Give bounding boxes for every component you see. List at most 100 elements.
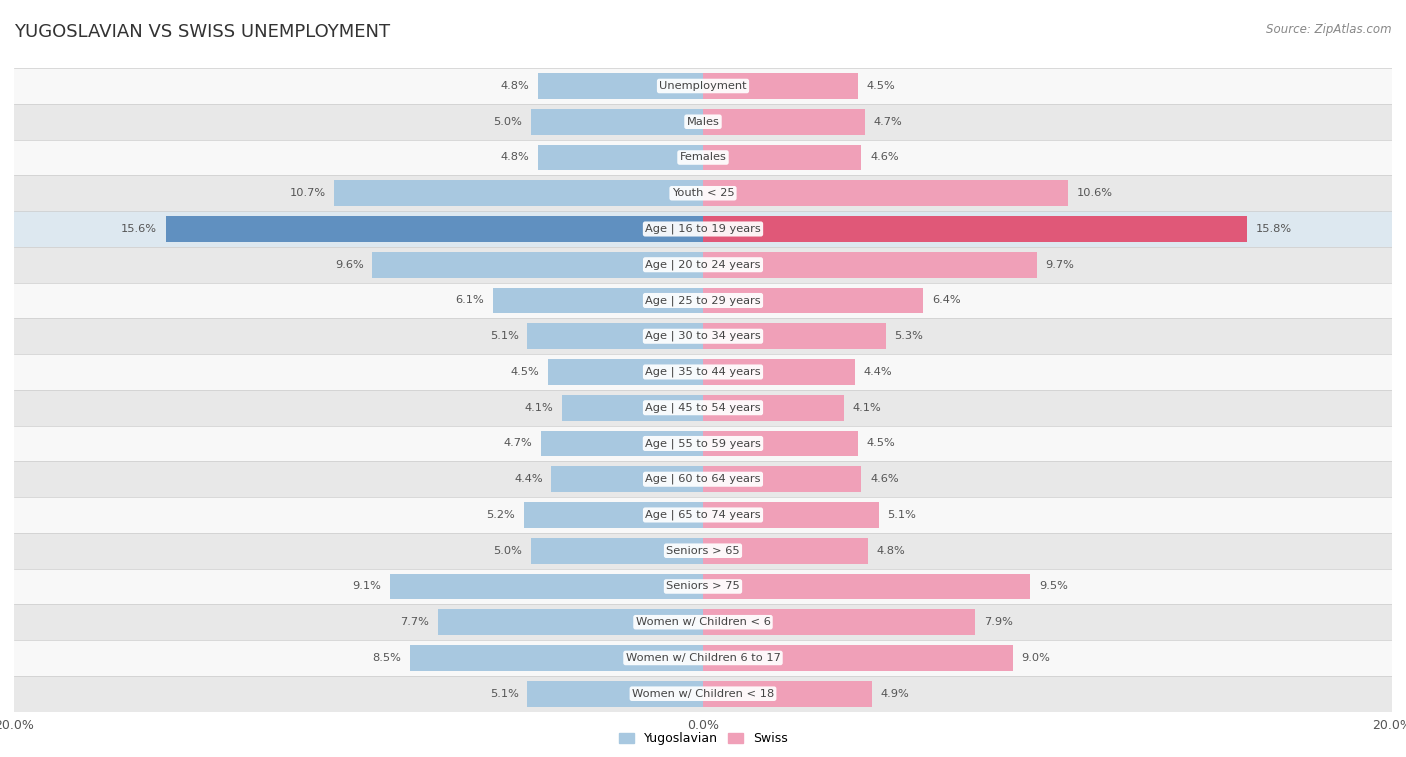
Bar — [527, 323, 703, 349]
Bar — [14, 676, 1392, 712]
Bar — [703, 109, 865, 135]
Bar — [14, 533, 1392, 569]
Bar — [551, 466, 703, 492]
Bar — [703, 502, 879, 528]
Text: 4.6%: 4.6% — [870, 474, 898, 484]
Text: Age | 60 to 64 years: Age | 60 to 64 years — [645, 474, 761, 484]
Text: Age | 45 to 54 years: Age | 45 to 54 years — [645, 403, 761, 413]
Bar — [537, 73, 703, 99]
Text: 4.6%: 4.6% — [870, 152, 898, 163]
Legend: Yugoslavian, Swiss: Yugoslavian, Swiss — [613, 727, 793, 750]
Text: Age | 25 to 29 years: Age | 25 to 29 years — [645, 295, 761, 306]
Text: 6.1%: 6.1% — [456, 295, 484, 306]
Text: Females: Females — [679, 152, 727, 163]
Bar — [14, 354, 1392, 390]
Bar — [14, 569, 1392, 604]
Bar — [527, 681, 703, 706]
Text: 5.1%: 5.1% — [887, 510, 917, 520]
Text: 4.5%: 4.5% — [866, 438, 896, 448]
Text: Youth < 25: Youth < 25 — [672, 188, 734, 198]
Bar — [14, 425, 1392, 461]
Bar — [703, 180, 1069, 206]
Bar — [14, 139, 1392, 176]
Bar — [494, 288, 703, 313]
Bar — [531, 109, 703, 135]
Text: Age | 35 to 44 years: Age | 35 to 44 years — [645, 366, 761, 377]
Bar — [541, 431, 703, 456]
Text: 10.7%: 10.7% — [290, 188, 326, 198]
Text: Women w/ Children < 6: Women w/ Children < 6 — [636, 617, 770, 628]
Text: 4.8%: 4.8% — [877, 546, 905, 556]
Text: Seniors > 75: Seniors > 75 — [666, 581, 740, 591]
Bar — [703, 574, 1031, 600]
Text: 4.4%: 4.4% — [515, 474, 543, 484]
Text: Age | 20 to 24 years: Age | 20 to 24 years — [645, 260, 761, 270]
Text: 7.9%: 7.9% — [984, 617, 1012, 628]
Bar — [14, 604, 1392, 640]
Bar — [703, 288, 924, 313]
Text: Males: Males — [686, 117, 720, 126]
Bar — [14, 497, 1392, 533]
Bar — [437, 609, 703, 635]
Bar — [703, 359, 855, 385]
Bar — [703, 145, 862, 170]
Text: Age | 30 to 34 years: Age | 30 to 34 years — [645, 331, 761, 341]
Text: Women w/ Children < 18: Women w/ Children < 18 — [631, 689, 775, 699]
Text: Age | 65 to 74 years: Age | 65 to 74 years — [645, 509, 761, 520]
Text: 8.5%: 8.5% — [373, 653, 402, 663]
Text: Source: ZipAtlas.com: Source: ZipAtlas.com — [1267, 23, 1392, 36]
Bar — [373, 252, 703, 278]
Bar — [14, 68, 1392, 104]
Text: 5.1%: 5.1% — [489, 332, 519, 341]
Bar — [537, 145, 703, 170]
Bar — [14, 390, 1392, 425]
Bar — [14, 319, 1392, 354]
Bar — [703, 466, 862, 492]
Text: 7.7%: 7.7% — [401, 617, 429, 628]
Text: Age | 16 to 19 years: Age | 16 to 19 years — [645, 224, 761, 234]
Text: 6.4%: 6.4% — [932, 295, 960, 306]
Text: 9.0%: 9.0% — [1022, 653, 1050, 663]
Bar — [335, 180, 703, 206]
Text: 9.6%: 9.6% — [335, 260, 364, 269]
Bar — [531, 538, 703, 563]
Bar — [703, 645, 1012, 671]
Bar — [14, 640, 1392, 676]
Text: 4.8%: 4.8% — [501, 81, 529, 91]
Text: 5.0%: 5.0% — [494, 546, 522, 556]
Text: YUGOSLAVIAN VS SWISS UNEMPLOYMENT: YUGOSLAVIAN VS SWISS UNEMPLOYMENT — [14, 23, 391, 41]
Bar — [14, 247, 1392, 282]
Text: 9.7%: 9.7% — [1046, 260, 1074, 269]
Text: 15.6%: 15.6% — [121, 224, 157, 234]
Bar — [14, 176, 1392, 211]
Text: 4.5%: 4.5% — [510, 367, 540, 377]
Bar — [166, 217, 703, 242]
Bar — [703, 538, 869, 563]
Bar — [703, 323, 886, 349]
Bar — [411, 645, 703, 671]
Text: Women w/ Children 6 to 17: Women w/ Children 6 to 17 — [626, 653, 780, 663]
Bar — [524, 502, 703, 528]
Bar — [703, 252, 1038, 278]
Bar — [703, 395, 844, 421]
Text: 9.5%: 9.5% — [1039, 581, 1067, 591]
Text: 15.8%: 15.8% — [1256, 224, 1292, 234]
Text: 5.0%: 5.0% — [494, 117, 522, 126]
Bar — [703, 609, 976, 635]
Text: 9.1%: 9.1% — [352, 581, 381, 591]
Bar — [562, 395, 703, 421]
Text: 4.1%: 4.1% — [524, 403, 553, 413]
Text: 5.1%: 5.1% — [489, 689, 519, 699]
Text: 4.7%: 4.7% — [873, 117, 903, 126]
Bar — [703, 73, 858, 99]
Bar — [14, 104, 1392, 139]
Bar — [14, 211, 1392, 247]
Text: Unemployment: Unemployment — [659, 81, 747, 91]
Text: Age | 55 to 59 years: Age | 55 to 59 years — [645, 438, 761, 449]
Bar — [14, 282, 1392, 319]
Bar — [703, 431, 858, 456]
Bar — [548, 359, 703, 385]
Text: 5.3%: 5.3% — [894, 332, 924, 341]
Bar — [703, 681, 872, 706]
Text: 10.6%: 10.6% — [1077, 188, 1112, 198]
